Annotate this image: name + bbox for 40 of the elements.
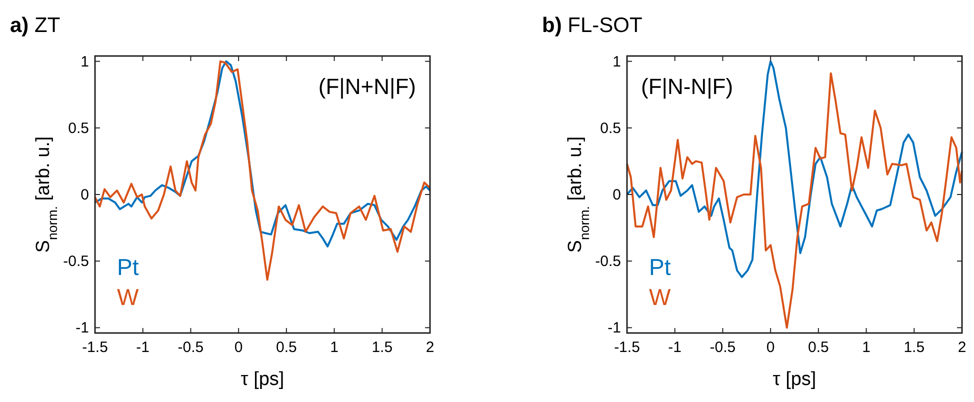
series-label: Pt [117,254,140,280]
x-tick-label: -1 [668,339,682,356]
x-axis-title: τ [ps] [772,369,816,390]
line-series [94,60,431,248]
line-series [94,60,431,281]
y-tick-label: -1 [608,320,621,337]
x-tick-label: -1.5 [614,339,640,356]
line-series [626,72,963,329]
annotation: (F|N+N|F) [318,74,416,99]
x-tick-label: 1 [862,339,870,356]
x-tick-label: 1.5 [904,339,925,356]
text: W [649,284,671,310]
y-tick-label: -1 [76,320,89,337]
x-tick-label: 1 [330,339,338,356]
text: W [117,284,139,310]
y-tick-label: 1 [80,53,89,70]
y-tick-label: 0.5 [68,120,89,137]
annotation: (F|N-N|F) [641,74,734,99]
x-tick-label: -0.5 [710,339,736,356]
y-tick-label: 0.5 [600,120,621,137]
text: Pt [649,254,672,280]
y-tick-label: -0.5 [63,253,89,270]
line-series [626,60,963,278]
x-tick-label: 0.5 [808,339,829,356]
x-tick-label: -0.5 [178,339,204,356]
y-tick-label: 1 [612,53,621,70]
x-tick-label: 2 [426,339,434,356]
chart-title: a) ZT [10,14,60,37]
x-axis-title: τ [ps] [240,369,284,390]
x-tick-label: 0 [234,339,243,356]
x-tick-label: -1 [136,339,150,356]
x-tick-label: -1.5 [82,339,108,356]
y-tick-label: -0.5 [595,253,621,270]
x-tick-label: 2 [958,339,966,356]
x-tick-label: 0.5 [276,339,297,356]
y-tick-label: 0 [612,186,621,204]
x-tick-label: 1.5 [372,339,393,356]
y-tick-label: 0 [80,186,89,204]
chart-title: b) FL-SOT [542,14,643,37]
x-tick-label: 0 [766,339,775,356]
